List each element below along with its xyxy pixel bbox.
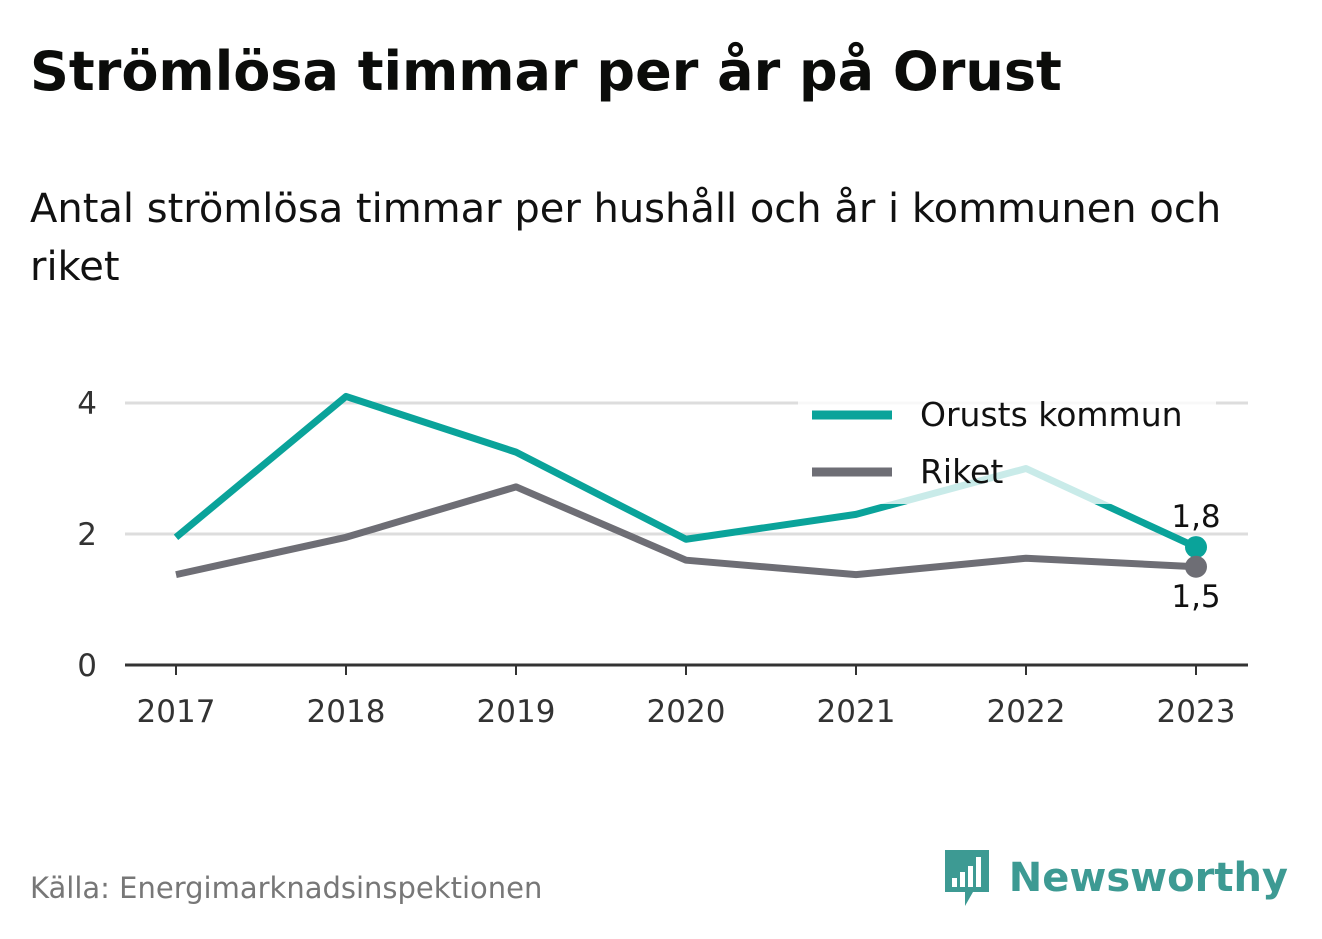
y-tick-label: 4 (77, 386, 97, 422)
x-tick-label: 2018 (307, 694, 386, 730)
x-tick-label: 2022 (987, 694, 1066, 730)
x-tick-label: 2019 (477, 694, 556, 730)
line-chart: 0 2 4 2017 2018 2019 2020 2021 2022 2023 Orusts ko… (77, 386, 1248, 730)
x-tick-label: 2017 (137, 694, 216, 730)
source-note: Källa: Energimarknadsinspektionen (30, 871, 543, 905)
y-tick-label: 2 (77, 517, 97, 553)
x-tick-label: 2021 (817, 694, 896, 730)
chart-title: Strömlösa timmar per år på Orust (30, 40, 1062, 103)
y-tick-label: 0 (77, 648, 97, 684)
x-tick-label: 2023 (1157, 694, 1236, 730)
chart-subtitle: Antal strömlösa timmar per hushåll och å… (30, 186, 1222, 290)
end-point-marker (1185, 536, 1207, 559)
end-value-label: 1,8 (1171, 499, 1220, 535)
brand-name: Newsworthy (1008, 855, 1288, 901)
end-point-marker (1185, 555, 1207, 578)
legend-label: Riket (920, 452, 1003, 491)
x-tick-label: 2020 (647, 694, 726, 730)
bar-chart-icon (944, 850, 989, 906)
newsworthy-logo: Newsworthy (943, 848, 1288, 908)
legend-label: Orusts kommun (920, 395, 1183, 434)
end-value-label: 1,5 (1171, 579, 1220, 615)
series-line-riket (175, 483, 1197, 579)
